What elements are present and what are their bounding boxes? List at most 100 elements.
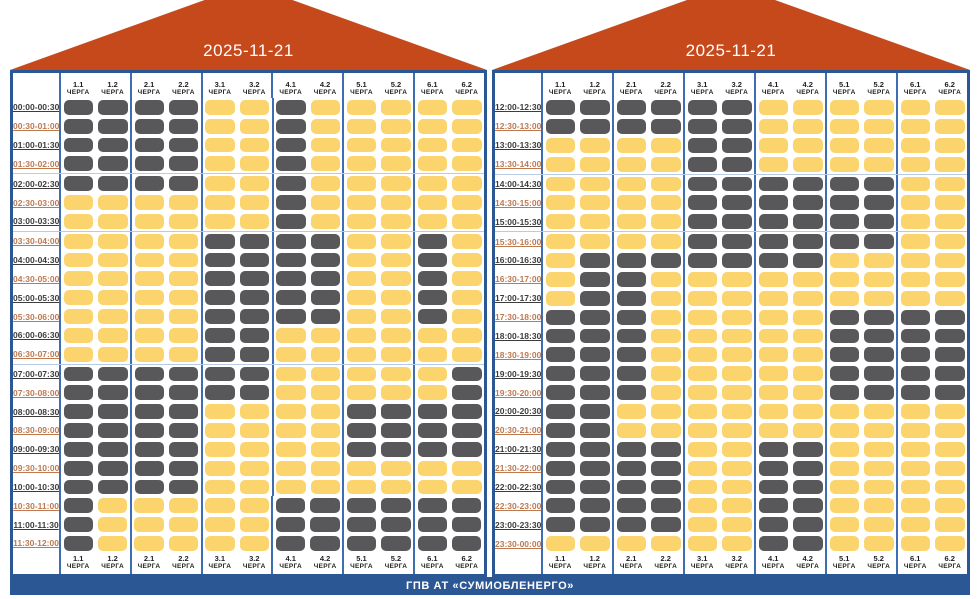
power-on-cell <box>900 479 931 495</box>
power-on-cell <box>134 498 164 514</box>
outage-cell <box>381 423 411 438</box>
column-header: 1.1 ЧЕРГА <box>66 554 90 570</box>
schedule-row: 23:00-23:30 <box>495 515 967 535</box>
power-on-cell <box>935 460 965 476</box>
power-on-cell <box>346 385 377 401</box>
column-header: 6.2 ЧЕРГА <box>938 80 962 96</box>
outage-cell <box>651 118 681 134</box>
outage-cell <box>205 271 235 287</box>
outage-cell <box>722 100 752 115</box>
power-on-cell <box>310 156 340 172</box>
power-on-cell <box>580 156 610 172</box>
time-label: 03:00-03:30 <box>13 216 60 227</box>
power-on-cell <box>900 271 931 287</box>
power-on-cell <box>98 252 128 268</box>
outage-cell <box>616 441 647 457</box>
column-header: 4.1 ЧЕРГА <box>761 80 785 96</box>
outage-cell <box>616 517 647 533</box>
power-on-cell <box>793 118 823 134</box>
outage-cell <box>98 404 128 420</box>
power-on-cell <box>864 137 894 153</box>
power-on-cell <box>98 271 128 287</box>
column-header: 3.1 ЧЕРГА <box>690 80 714 96</box>
outage-cell <box>864 385 894 400</box>
power-on-cell <box>63 213 94 229</box>
power-on-cell <box>687 536 718 551</box>
schedule-row: 02:30-03:00 <box>13 193 484 212</box>
outage-cell <box>545 441 576 457</box>
power-on-cell <box>651 536 681 551</box>
power-on-cell <box>829 253 860 268</box>
outage-cell <box>722 253 752 268</box>
outage-cell <box>687 176 718 192</box>
outage-cell <box>63 404 94 420</box>
schedule-row: 21:30-22:00 <box>495 458 967 478</box>
column-header: 2.2 ЧЕРГА <box>654 80 678 96</box>
outage-cell <box>580 309 610 325</box>
outage-cell <box>134 156 164 172</box>
outage-cell <box>275 536 306 551</box>
outage-cell <box>793 214 823 230</box>
outage-cell <box>134 385 164 401</box>
outage-cell <box>580 347 610 363</box>
power-on-cell <box>63 327 94 343</box>
power-on-cell <box>205 213 235 229</box>
column-header: 2.2 ЧЕРГА <box>654 554 678 570</box>
column-header: 2.1 ЧЕРГА <box>137 554 161 570</box>
power-on-cell <box>239 517 269 533</box>
power-on-cell <box>276 366 306 382</box>
schedule-row: 05:30-06:00 <box>13 307 484 326</box>
power-on-cell <box>98 290 128 306</box>
time-label: 08:00-08:30 <box>13 406 60 417</box>
schedule-row: 03:00-03:30 <box>13 211 484 231</box>
power-on-cell <box>722 479 752 495</box>
outage-cell <box>793 536 823 551</box>
outage-cell <box>580 328 610 344</box>
power-on-cell <box>864 404 894 419</box>
outage-cell <box>346 441 377 457</box>
power-on-cell <box>651 347 681 363</box>
column-header: 2.1 ЧЕРГА <box>619 80 643 96</box>
outage-cell <box>381 517 411 533</box>
power-on-cell <box>687 347 718 363</box>
outage-cell <box>417 517 448 533</box>
power-on-cell <box>829 118 860 134</box>
power-on-cell <box>687 328 718 344</box>
outage-cell <box>134 441 164 457</box>
schedule-row: 10:00-10:30 <box>13 477 484 497</box>
power-on-cell <box>793 404 823 419</box>
outage-cell <box>310 252 340 268</box>
outage-cell <box>545 460 576 476</box>
outage-cell <box>580 460 610 476</box>
column-header: 4.2 ЧЕРГА <box>313 554 337 570</box>
time-label: 22:30-23:00 <box>495 500 542 511</box>
column-header: 5.1 ЧЕРГА <box>350 80 373 96</box>
outage-cell <box>687 253 718 268</box>
power-on-cell <box>900 137 931 153</box>
column-header: 6.2 ЧЕРГА <box>455 80 479 96</box>
outage-cell <box>545 517 576 533</box>
power-on-cell <box>545 253 576 268</box>
outage-cell <box>687 156 718 172</box>
column-header: 4.2 ЧЕРГА <box>796 554 820 570</box>
outage-cell <box>545 100 576 115</box>
time-label: 21:00-21:30 <box>495 444 542 455</box>
outage-cell <box>417 233 448 249</box>
power-on-cell <box>829 498 860 514</box>
power-on-cell <box>310 479 340 495</box>
schedule-row: 03:30-04:00 <box>13 230 484 251</box>
outage-cell <box>616 290 647 306</box>
power-on-cell <box>381 385 411 401</box>
schedule-row: 17:00-17:30 <box>495 288 967 308</box>
outage-cell <box>758 460 789 476</box>
power-on-cell <box>97 517 128 533</box>
power-on-cell <box>205 156 235 172</box>
outage-cell <box>829 195 860 211</box>
power-on-cell <box>452 271 482 287</box>
power-on-cell <box>900 441 931 457</box>
roof-banner: 2025-11-21 <box>10 0 487 70</box>
power-on-cell <box>935 156 965 172</box>
schedule-row: 07:30-08:00 <box>13 383 484 403</box>
power-on-cell <box>935 290 965 306</box>
power-on-cell <box>545 156 576 172</box>
